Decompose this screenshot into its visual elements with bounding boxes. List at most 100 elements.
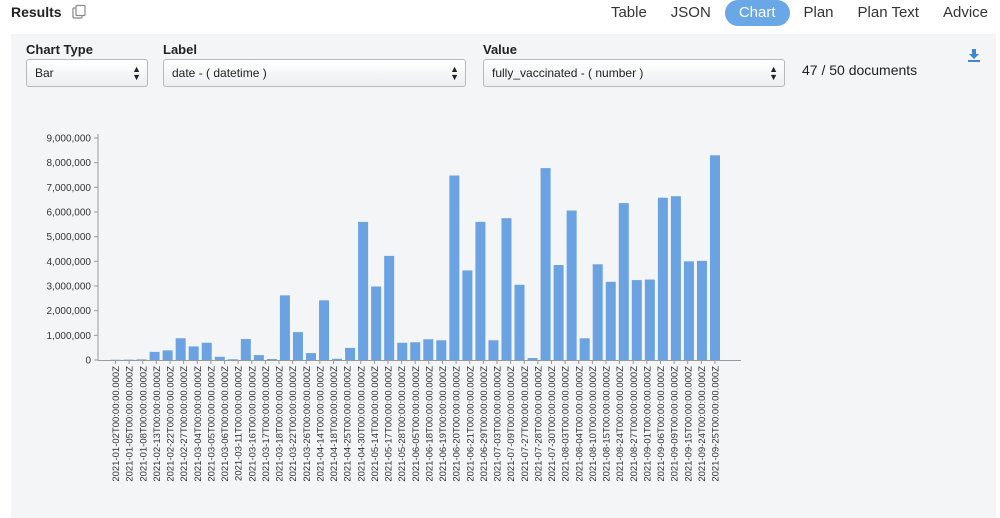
bar xyxy=(644,279,655,360)
label-select-value: date - ( datetime ) xyxy=(172,66,267,80)
x-tick-label: 2021-08-24T00:00:00.000Z xyxy=(615,366,626,482)
bar xyxy=(175,338,186,360)
chart-panel: Chart Type Bar ▲ ▼ Label date - ( datetim… xyxy=(11,34,996,518)
label-field-label: Label xyxy=(163,42,197,57)
bar xyxy=(475,221,486,360)
x-tick-label: 2021-06-20T00:00:00.000Z xyxy=(452,366,463,482)
bar xyxy=(566,210,577,360)
bar xyxy=(514,284,525,360)
y-tick-label: 8,000,000 xyxy=(47,158,92,169)
bar xyxy=(319,300,330,360)
y-tick-label: 4,000,000 xyxy=(47,257,92,268)
bar xyxy=(579,338,590,360)
x-tick-label: 2021-08-03T00:00:00.000Z xyxy=(561,366,572,482)
bar xyxy=(696,260,707,360)
y-tick-label: 7,000,000 xyxy=(47,183,92,194)
x-tick-label: 2021-04-25T00:00:00.000Z xyxy=(343,366,354,482)
x-tick-label: 2021-04-18T00:00:00.000Z xyxy=(329,366,340,482)
bar xyxy=(553,265,564,360)
tab-advice[interactable]: Advice xyxy=(942,4,988,21)
bar-chart: 0 1,000,000 2,000,000 3,000,000 4,000,000 5,0… xyxy=(47,134,741,482)
x-tick-label: 2021-05-14T00:00:00.000Z xyxy=(370,366,381,482)
x-tick-label: 2021-08-27T00:00:00.000Z xyxy=(629,366,640,482)
x-tick-label: 2021-02-22T00:00:00.000Z xyxy=(166,366,177,482)
bar xyxy=(358,221,369,360)
bar xyxy=(201,342,212,360)
bar xyxy=(227,359,238,360)
y-tick-label: 5,000,000 xyxy=(47,232,92,243)
bar xyxy=(292,332,303,360)
chart-type-value: Bar xyxy=(35,66,54,80)
bar xyxy=(501,218,512,360)
x-tick-label: 2021-03-26T00:00:00.000Z xyxy=(302,366,313,482)
x-tick-label: 2021-09-06T00:00:00.000Z xyxy=(656,366,667,482)
sort-arrows-icon: ▲ ▼ xyxy=(450,64,459,82)
y-tick-label: 2,000,000 xyxy=(47,306,92,317)
copy-icon[interactable] xyxy=(71,4,87,20)
bar xyxy=(240,339,251,360)
download-icon[interactable] xyxy=(967,48,981,62)
tab-plan[interactable]: Plan xyxy=(803,4,834,21)
bar xyxy=(488,340,499,360)
x-tick-label: 2021-03-04T00:00:00.000Z xyxy=(193,366,204,482)
x-tick-label: 2021-07-27T00:00:00.000Z xyxy=(520,366,531,482)
y-tick-label: 1,000,000 xyxy=(47,331,92,342)
bar xyxy=(592,264,603,360)
x-tick-label: 2021-09-09T00:00:00.000Z xyxy=(670,366,681,482)
x-tick-label: 2021-06-21T00:00:00.000Z xyxy=(465,366,476,482)
x-tick-label: 2021-05-17T00:00:00.000Z xyxy=(384,366,395,482)
x-tick-label: 2021-03-17T00:00:00.000Z xyxy=(261,366,272,482)
bar xyxy=(332,358,343,360)
x-tick-label: 2021-08-15T00:00:00.000Z xyxy=(602,366,613,482)
bar xyxy=(449,175,460,360)
x-tick-label: 2021-04-30T00:00:00.000Z xyxy=(356,366,367,482)
x-tick-label: 2021-06-05T00:00:00.000Z xyxy=(411,366,422,482)
x-tick-label: 2021-03-22T00:00:00.000Z xyxy=(288,366,299,482)
value-select-value: fully_vaccinated - ( number ) xyxy=(492,66,644,80)
bar xyxy=(371,286,382,360)
x-tick-label: 2021-02-13T00:00:00.000Z xyxy=(152,366,163,482)
bar xyxy=(149,351,160,360)
result-view-tabs: Table JSON Chart Plan Plan Text Advice xyxy=(599,0,1000,26)
value-field-label: Value xyxy=(483,42,517,57)
bar xyxy=(188,346,199,360)
label-select[interactable]: date - ( datetime ) ▲ ▼ xyxy=(163,59,466,87)
bar xyxy=(162,350,173,360)
y-tick-label: 6,000,000 xyxy=(47,208,92,219)
y-tick-label: 9,000,000 xyxy=(47,134,92,145)
x-tick-label: 2021-07-30T00:00:00.000Z xyxy=(547,366,558,482)
x-tick-label: 2021-07-28T00:00:00.000Z xyxy=(533,366,544,482)
x-tick-label: 2021-07-03T00:00:00.000Z xyxy=(493,366,504,482)
x-tick-label: 2021-06-18T00:00:00.000Z xyxy=(424,366,435,482)
bar xyxy=(253,355,264,360)
bar xyxy=(214,356,225,360)
results-title: Results xyxy=(11,4,62,20)
x-tick-label: 2021-08-04T00:00:00.000Z xyxy=(574,366,585,482)
x-tick-label: 2021-01-08T00:00:00.000Z xyxy=(138,366,149,482)
x-tick-label: 2021-03-05T00:00:00.000Z xyxy=(206,366,217,482)
tab-json[interactable]: JSON xyxy=(670,4,711,21)
tab-table[interactable]: Table xyxy=(610,4,647,21)
x-tick-label: 2021-07-09T00:00:00.000Z xyxy=(506,366,517,482)
bar xyxy=(540,168,551,360)
bar xyxy=(436,340,447,360)
x-tick-label: 2021-03-06T00:00:00.000Z xyxy=(220,366,231,482)
chart-type-select[interactable]: Bar ▲ ▼ xyxy=(26,59,148,87)
x-tick-label: 2021-09-24T00:00:00.000Z xyxy=(697,366,708,482)
x-tick-label: 2021-09-01T00:00:00.000Z xyxy=(642,366,653,482)
bar xyxy=(305,353,316,360)
y-tick-label: 0 xyxy=(85,356,91,367)
tab-plan-text[interactable]: Plan Text xyxy=(857,4,919,21)
document-count: 47 / 50 documents xyxy=(802,62,918,78)
tab-chart[interactable]: Chart xyxy=(724,0,790,26)
bar xyxy=(683,261,694,360)
value-select[interactable]: fully_vaccinated - ( number ) ▲ ▼ xyxy=(483,59,785,87)
bar xyxy=(345,347,356,360)
bar xyxy=(670,196,681,360)
x-tick-label: 2021-06-19T00:00:00.000Z xyxy=(438,366,449,482)
x-tick-label: 2021-03-18T00:00:00.000Z xyxy=(275,366,286,482)
bar xyxy=(527,358,538,360)
bar xyxy=(710,155,720,360)
bar xyxy=(410,342,421,360)
bar xyxy=(631,280,642,360)
